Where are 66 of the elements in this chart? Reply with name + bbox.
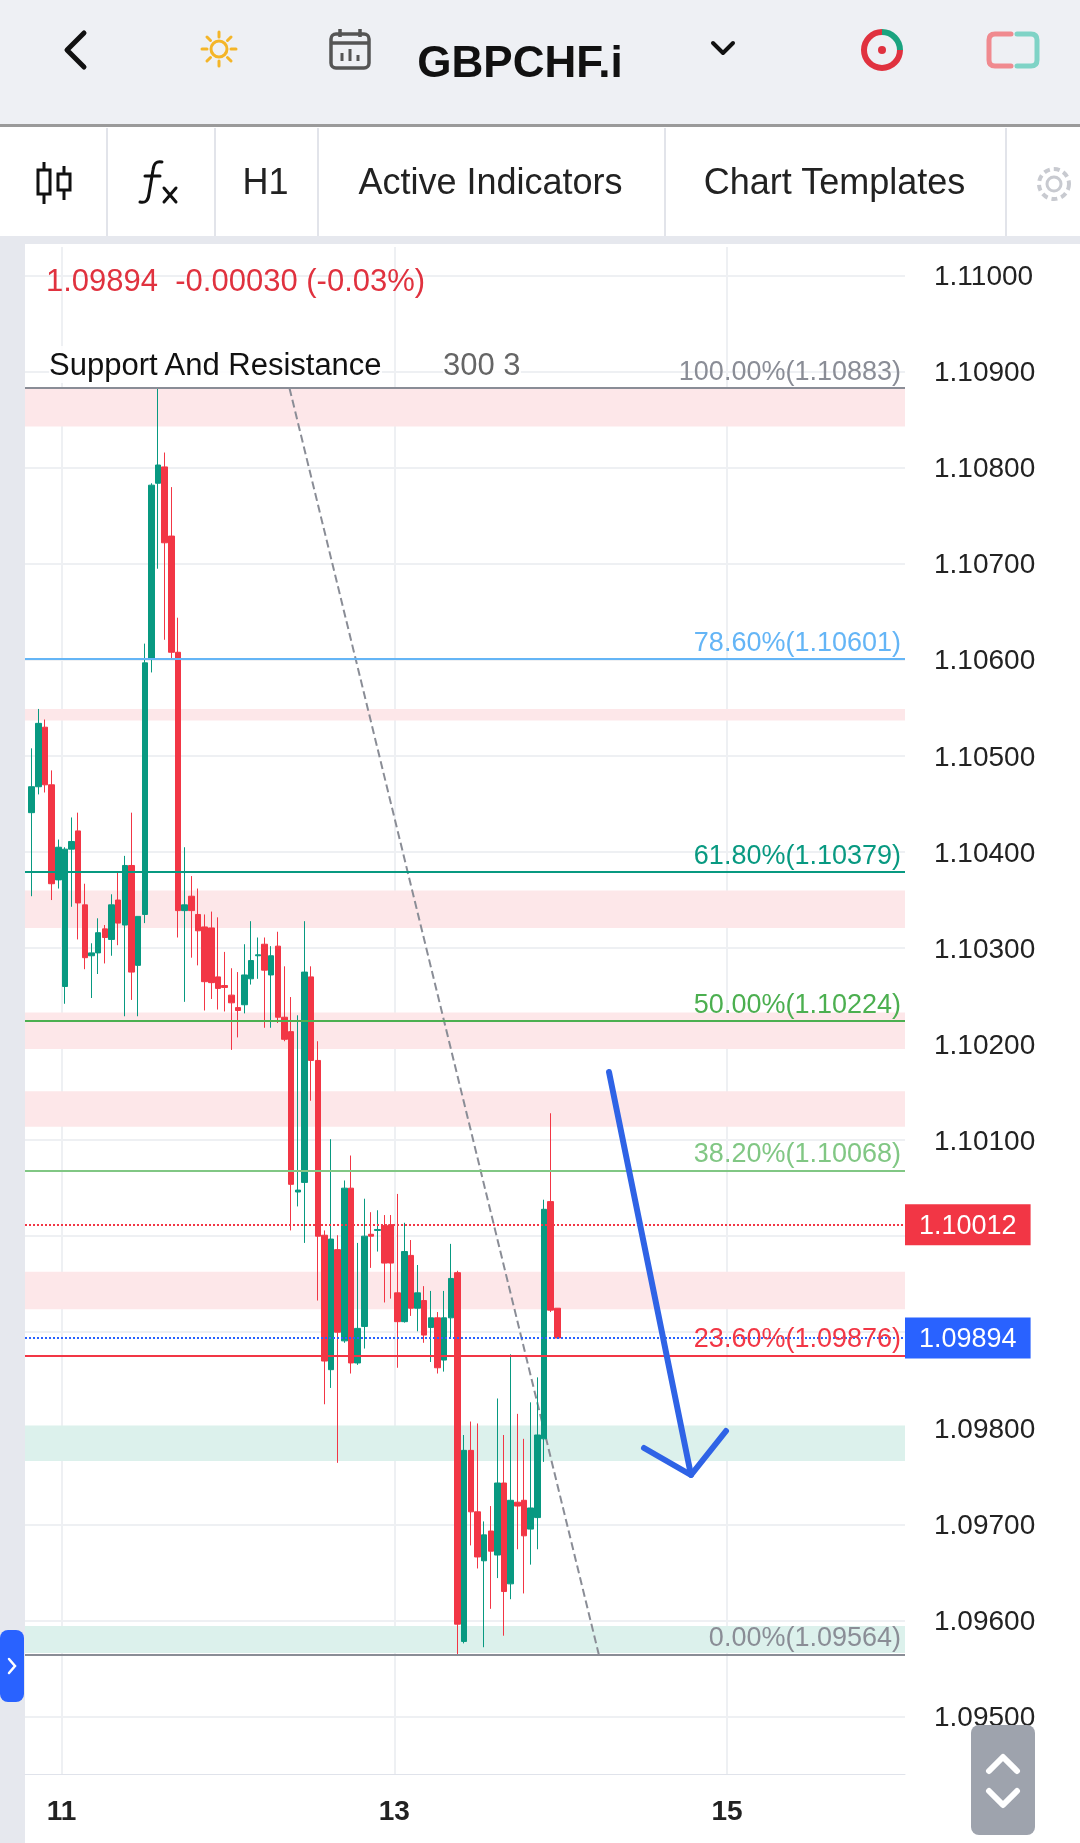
candlestick [408,1239,414,1317]
candlestick [135,915,141,1017]
candlestick [148,482,155,673]
candlestick [507,1353,514,1600]
candlestick [461,1434,467,1644]
annotation: Support And Resistance [49,346,382,384]
candlestick [328,1138,334,1389]
candlestick [414,1264,421,1332]
candlestick [82,883,88,970]
candlestick [261,937,268,1029]
candlestick [341,1179,348,1344]
candlestick [361,1198,368,1350]
candlestick [188,875,195,959]
text: H1 [241,160,290,204]
candlestick [501,1434,507,1637]
candlestick [255,937,261,980]
y-tick-label: 1.10200 [934,1028,1036,1060]
y-tick-label: 1.09500 [934,1700,1036,1732]
candlestick [235,971,241,1038]
candlestick [401,1222,408,1324]
ref-line-label: 78.60%(1.10601) [693,626,901,657]
y-tick-label: 1.10900 [934,356,1036,388]
ref-line-label: 0.00%(1.09564) [708,1622,901,1653]
candlestick [75,812,81,940]
candlestick [268,945,274,1029]
y-tick-label: 1.10300 [934,932,1036,964]
annotation: 300 3 [443,346,521,384]
y-tick-label: 1.10400 [934,836,1036,868]
candlestick [374,1209,381,1253]
candlestick [488,1505,494,1610]
y-tick-label: 1.10100 [934,1124,1036,1156]
annotation: 1.09894 -0.00030 (-0.03%) [46,262,426,300]
y-tick-label: 1.09800 [934,1412,1036,1444]
y-tick-label: 1.10700 [934,548,1036,580]
candlestick [108,893,115,957]
candlestick [354,1242,361,1366]
candlestick [494,1397,501,1579]
candlestick [102,924,108,964]
ref-line-label: 1.09894 [919,1322,1017,1353]
candlestick [228,967,235,1051]
ref-line-label: 38.20%(1.10068) [693,1138,901,1169]
candlestick [295,1014,301,1207]
y-tick-label: 1.10800 [934,452,1036,484]
x-tick-label: 15 [711,1794,743,1826]
chart-title: GBPCHF.i [417,37,623,87]
ref-line-label: 23.60%(1.09876) [693,1322,901,1353]
candlestick [481,1520,487,1648]
y-tick-label: 1.09700 [934,1508,1036,1540]
y-tick-label: 1.10500 [934,740,1036,772]
candlestick [301,920,308,1244]
candlestick [155,387,161,570]
y-tick-label: 1.10600 [934,644,1036,676]
candlestick [115,871,121,946]
ref-line-label: 1.10012 [919,1209,1017,1240]
text: Chart Templates [702,160,967,204]
ref-line-label: 61.80%(1.10379) [693,839,901,870]
ref-line-label: 100.00%(1.10883) [678,355,901,386]
ref-line-label: 50.00%(1.10224) [693,988,901,1019]
candlestick [421,1285,427,1344]
x-tick-label: 11 [46,1794,77,1826]
x-tick-label: 13 [378,1794,410,1826]
y-tick-label: 1.11000 [934,260,1034,292]
candlestick [428,1290,434,1363]
candlestick [128,812,135,1001]
y-tick-label: 1.09600 [934,1604,1036,1636]
text: Active Indicators [357,160,624,204]
